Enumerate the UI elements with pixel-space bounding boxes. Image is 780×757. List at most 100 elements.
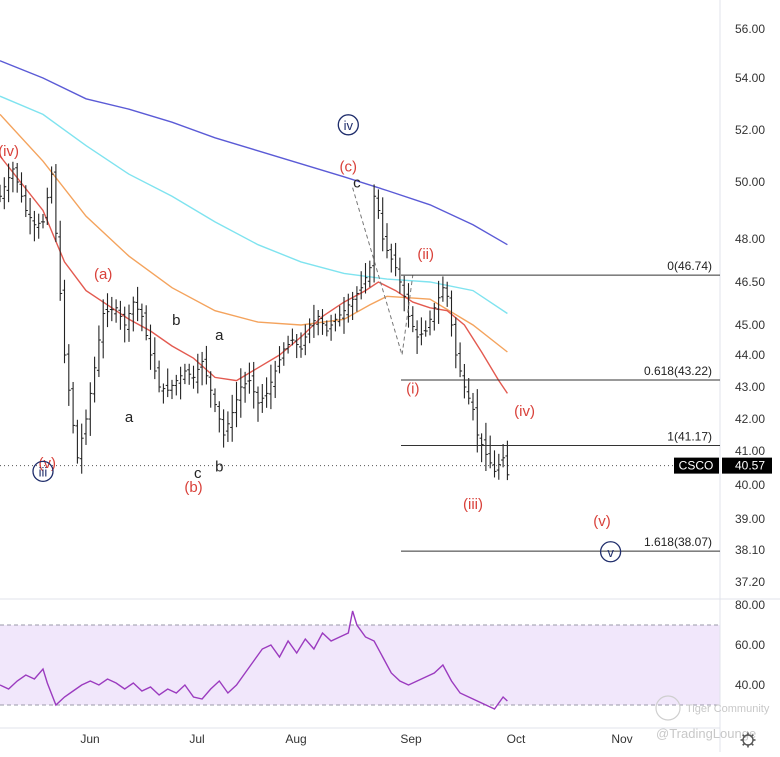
price-bar <box>281 342 286 366</box>
price-bar <box>234 381 239 428</box>
price-bar <box>372 184 377 283</box>
watermark: Tiger Community @TradingLounge <box>655 695 770 741</box>
time-axis-label: Aug <box>285 732 306 746</box>
price-bar <box>62 279 67 364</box>
price-bar <box>453 317 458 369</box>
price-bar <box>445 281 450 307</box>
wave-label: (ii) <box>417 246 434 263</box>
price-bar <box>423 320 428 337</box>
price-axis-label: 38.10 <box>735 543 765 557</box>
price-bar <box>225 411 230 442</box>
symbol-tag-text: CSCO <box>679 459 714 473</box>
price-bar <box>131 296 136 332</box>
price-bar <box>15 162 20 193</box>
price-bar <box>380 197 385 252</box>
price-bar <box>354 286 359 312</box>
price-bar <box>363 263 368 294</box>
price-bar <box>320 309 325 335</box>
rsi-axis-label: 80.00 <box>735 598 765 612</box>
price-bar <box>84 409 88 445</box>
price-bar <box>105 293 110 328</box>
price-bar <box>299 332 303 358</box>
price-axis-label: 48.00 <box>735 232 765 246</box>
wave-label: (iii) <box>463 496 483 513</box>
time-axis-label: Jun <box>80 732 99 746</box>
price-bar <box>23 185 28 218</box>
price-bar <box>230 394 235 442</box>
gear-tooth <box>742 734 746 738</box>
price-bar <box>402 275 407 312</box>
last-price-tag-text: 40.57 <box>735 459 765 473</box>
wave-label: (b) <box>184 479 202 496</box>
tiger-logo-icon <box>655 695 681 721</box>
wave-circle <box>32 460 54 483</box>
price-bar <box>342 296 346 334</box>
price-axis-label: 45.00 <box>735 318 765 332</box>
price-bar <box>367 260 372 288</box>
price-bar <box>466 378 471 405</box>
price-bar <box>475 389 480 453</box>
price-bar <box>337 305 342 327</box>
price-bar <box>432 302 437 331</box>
price-bar <box>79 423 84 474</box>
fib-trend-line <box>352 187 414 356</box>
rsi-line <box>0 610 508 710</box>
fib-level-label: 0.618(43.22) <box>644 364 712 378</box>
price-bar <box>376 189 381 219</box>
price-bar <box>174 374 179 396</box>
price-bar <box>243 371 248 403</box>
price-bar <box>307 318 312 344</box>
wave-circle-text: iii <box>39 464 48 479</box>
price-axis-label: 40.00 <box>735 478 765 492</box>
price-bar <box>415 320 420 354</box>
price-bar <box>32 210 37 242</box>
price-bar <box>286 335 291 354</box>
gear-tooth <box>750 742 754 746</box>
price-bar <box>268 364 273 410</box>
price-bar <box>200 351 205 386</box>
wave-circle-text: iv <box>344 118 354 133</box>
price-bar <box>385 223 389 259</box>
price-bar <box>393 242 398 277</box>
rsi-axis-label: 60.00 <box>735 638 765 652</box>
price-bar <box>152 337 157 380</box>
price-bar <box>419 317 424 346</box>
price-bar <box>213 388 217 413</box>
price-axis-label: 41.00 <box>735 444 765 458</box>
price-bar <box>471 392 475 421</box>
price-bar <box>458 342 463 378</box>
wave-circle <box>599 541 622 563</box>
price-axis-label: 42.00 <box>735 412 765 426</box>
price-bar <box>109 296 114 322</box>
price-bar <box>53 164 58 243</box>
settings-gear-icon[interactable] <box>740 732 756 748</box>
price-bar <box>359 271 364 300</box>
price-bar <box>157 360 162 393</box>
price-bar <box>264 377 269 408</box>
wave-label: (iv) <box>514 403 535 420</box>
ma-red-line <box>0 155 508 394</box>
price-bar <box>187 363 192 385</box>
time-axis-label: Nov <box>611 732 632 746</box>
price-bar <box>303 324 308 356</box>
price-bar <box>170 379 174 400</box>
price-bar <box>0 184 2 203</box>
price-bar <box>161 383 166 404</box>
price-bar <box>488 435 493 469</box>
price-axis-label: 56.00 <box>735 22 765 36</box>
price-bar <box>311 304 316 338</box>
price-bar <box>114 299 119 323</box>
price-bar <box>294 334 299 359</box>
price-bar <box>221 409 226 448</box>
ma-cyan-line <box>0 95 508 315</box>
ma-orange-line <box>0 113 508 353</box>
price-bar <box>273 360 278 399</box>
wave-circle-label: iv <box>337 114 359 136</box>
price-bar <box>290 328 295 346</box>
price-bar <box>247 362 252 394</box>
wave-label: (iv) <box>0 143 19 160</box>
wave-label: b <box>172 312 180 329</box>
price-bar <box>256 386 260 422</box>
price-bar <box>19 172 24 203</box>
